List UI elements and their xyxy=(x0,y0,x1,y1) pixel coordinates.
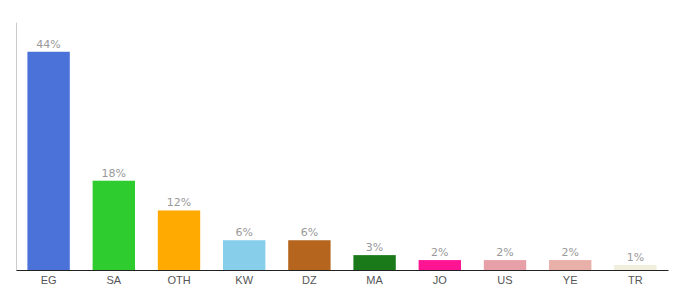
x-tick-label: YE xyxy=(563,274,578,286)
data-label: 6% xyxy=(235,226,252,239)
x-tick: SA xyxy=(106,274,121,286)
bar xyxy=(353,255,395,270)
x-tick-label: MA xyxy=(366,274,383,286)
bar xyxy=(158,210,200,270)
plot: EG SA OTH KW DZ MA JO US YE TR 44% 18% 12% 6% 6% 3% 2% 2%… xyxy=(17,23,669,286)
bar xyxy=(614,265,656,270)
x-tick-label: EG xyxy=(41,274,57,286)
x-tick-label: JO xyxy=(433,274,448,286)
x-tick-label: OTH xyxy=(167,274,190,286)
x-tick: EG xyxy=(41,274,57,286)
x-tick-label: US xyxy=(497,274,512,286)
x-tick: KW xyxy=(235,274,253,286)
bar xyxy=(288,240,330,270)
x-tick-label: TR xyxy=(628,274,643,286)
data-label: 2% xyxy=(431,246,448,259)
data-label: 44% xyxy=(36,38,60,51)
y-axis-line xyxy=(16,23,17,271)
bar xyxy=(223,240,265,270)
data-label: 18% xyxy=(102,167,126,180)
data-label: 2% xyxy=(561,246,578,259)
x-axis-line xyxy=(17,270,669,271)
x-tick-label: KW xyxy=(235,274,253,286)
data-label: 3% xyxy=(366,241,383,254)
x-tick-label: SA xyxy=(106,274,121,286)
x-tick: US xyxy=(497,274,512,286)
bars xyxy=(27,52,656,270)
bar xyxy=(27,52,69,270)
x-tick: OTH xyxy=(167,274,190,286)
x-tick: TR xyxy=(628,274,643,286)
x-tick-label: DZ xyxy=(302,274,317,286)
data-labels: 44% 18% 12% 6% 6% 3% 2% 2% 2% 1% xyxy=(36,38,644,264)
x-tick: MA xyxy=(366,274,383,286)
bar xyxy=(419,260,461,270)
bar xyxy=(484,260,526,270)
bar xyxy=(93,181,135,270)
x-tick: JO xyxy=(433,274,448,286)
data-label: 12% xyxy=(167,196,191,209)
x-tick: YE xyxy=(563,274,578,286)
x-axis: EG SA OTH KW DZ MA JO US YE TR xyxy=(17,271,669,286)
data-label: 1% xyxy=(627,251,644,264)
y-axis xyxy=(16,23,17,271)
bar xyxy=(549,260,591,270)
data-label: 6% xyxy=(301,226,318,239)
chart: EG SA OTH KW DZ MA JO US YE TR 44% 18% 12% 6% 6% 3% 2% 2%… xyxy=(0,0,680,300)
x-tick: DZ xyxy=(302,274,317,286)
data-label: 2% xyxy=(496,246,513,259)
